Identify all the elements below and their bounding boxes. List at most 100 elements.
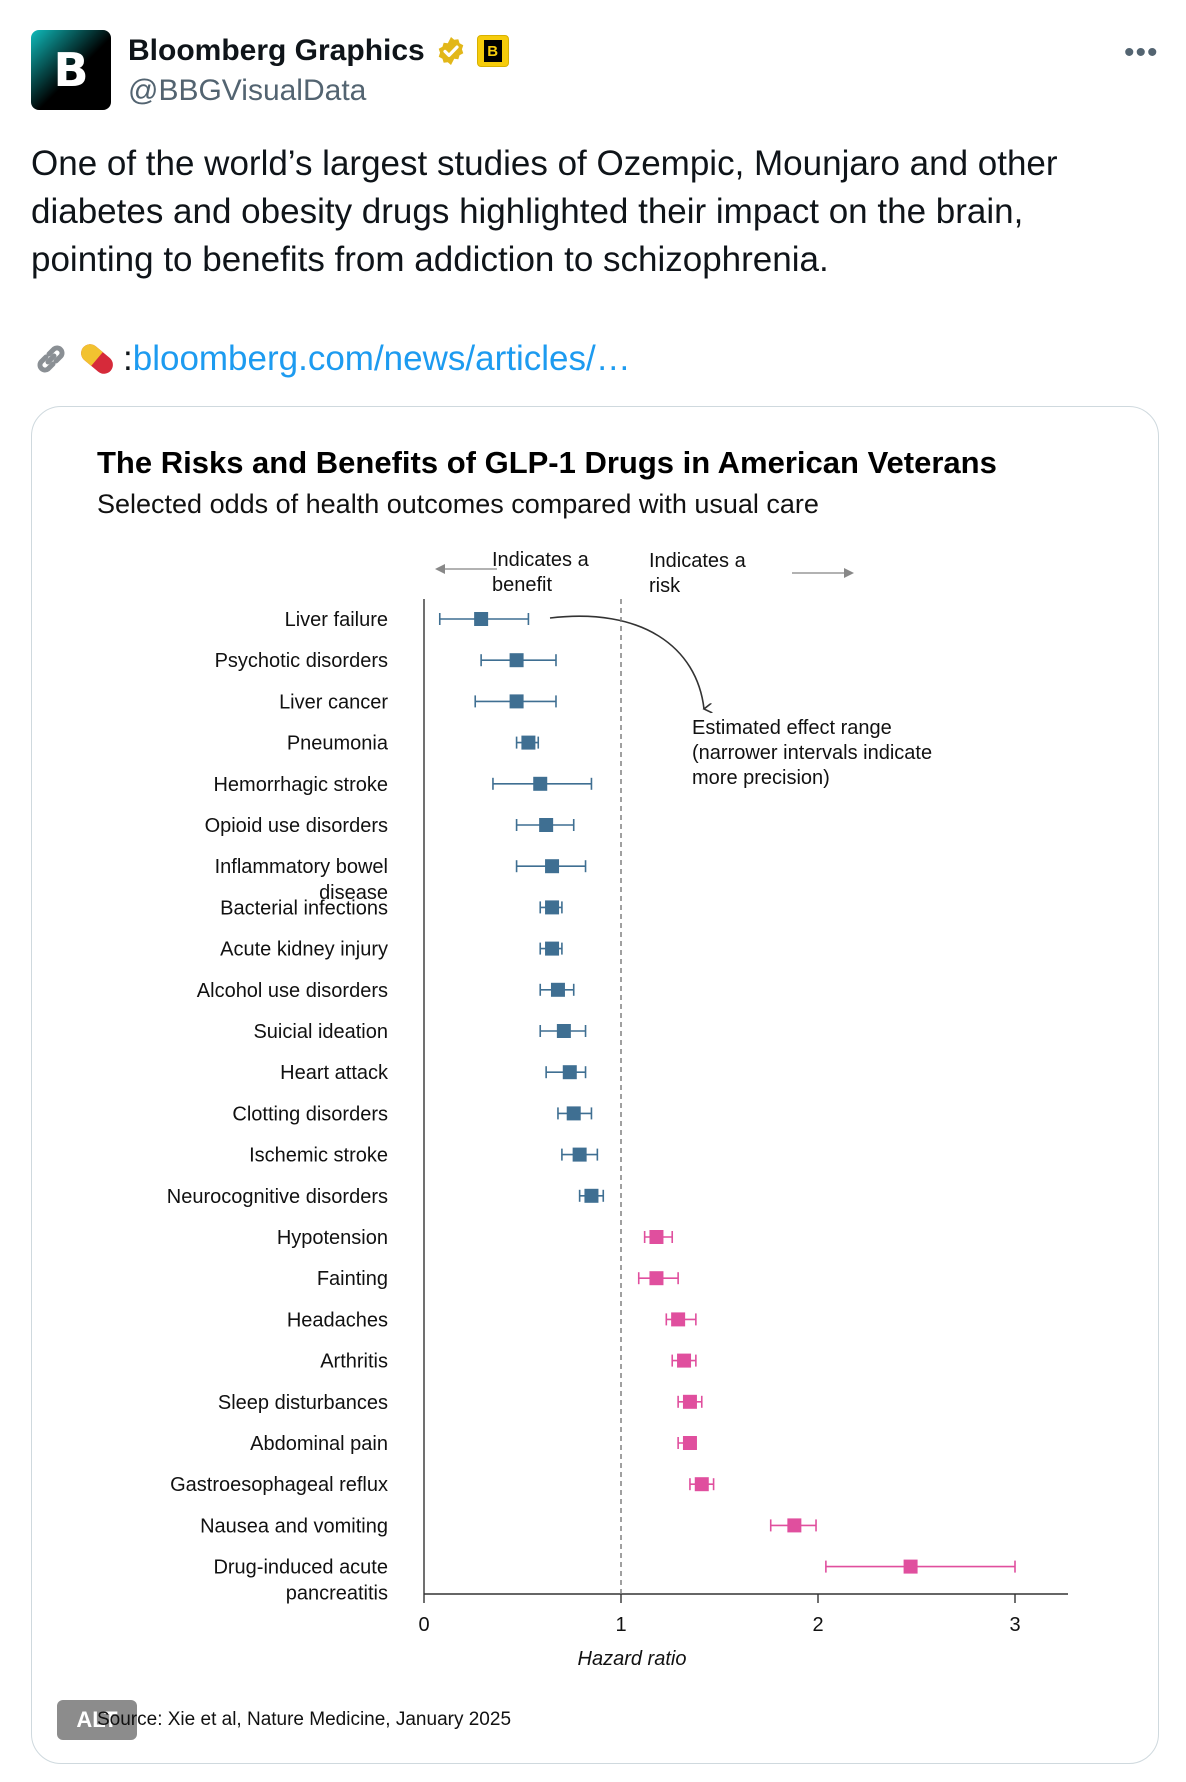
outcome-label: Alcohol use disorders	[197, 980, 388, 1002]
tweet-link-row: : bloomberg.com/news/articles/…	[31, 335, 631, 383]
x-tick-label: 2	[812, 1614, 823, 1636]
outcome-label: Opioid use disorders	[205, 815, 388, 837]
point-estimate	[649, 1271, 664, 1286]
outcome-row: Arthritis	[320, 1351, 697, 1373]
outcome-label: Hypotension	[277, 1227, 388, 1249]
article-link[interactable]: bloomberg.com/news/articles/…	[132, 339, 631, 378]
outcome-row: Fainting	[317, 1268, 679, 1290]
outcome-row: Inflammatory bowel disease	[215, 856, 587, 904]
outcome-label: Hemorrhagic stroke	[213, 774, 388, 796]
point-estimate	[509, 694, 524, 709]
point-estimate	[533, 776, 548, 791]
outcome-row: Neurocognitive disorders	[167, 1186, 605, 1208]
outcome-label: Suicial ideation	[253, 1021, 388, 1043]
point-estimate	[682, 1436, 697, 1450]
outcome-label: Liver failure	[285, 609, 388, 631]
point-estimate	[584, 1188, 599, 1203]
link-prefix: :	[123, 339, 133, 378]
benefit-label: Indicates a benefit	[492, 549, 590, 596]
affiliate-letter: B	[483, 40, 502, 62]
svg-text:benefit: benefit	[492, 574, 552, 596]
outcome-label: Ischemic stroke	[249, 1145, 388, 1167]
outcome-label: Fainting	[317, 1268, 388, 1290]
chart-card[interactable]: The Risks and Benefits of GLP-1 Drugs in…	[31, 406, 1159, 1764]
outcome-row: Liver failure	[285, 609, 530, 631]
point-estimate	[677, 1353, 692, 1368]
outcome-row: Opioid use disorders	[205, 815, 575, 837]
chart-source: Source: Xie et al, Nature Medicine, Janu…	[97, 1709, 512, 1730]
outcome-row: Nausea and vomiting	[200, 1515, 817, 1537]
outcome-label: Bacterial infections	[220, 897, 388, 919]
point-estimate	[671, 1312, 686, 1327]
avatar[interactable]: B	[31, 30, 111, 110]
pill-icon	[81, 344, 113, 374]
point-estimate	[539, 818, 554, 832]
point-estimate	[545, 941, 560, 956]
outcome-label: Sleep disturbances	[218, 1392, 388, 1414]
point-estimate	[566, 1106, 581, 1121]
outcome-row: Abdominal pain	[250, 1433, 697, 1455]
outcome-row: Hemorrhagic stroke	[213, 774, 593, 796]
outcome-label: Clotting disorders	[232, 1103, 388, 1125]
outcome-row: Liver cancer	[279, 691, 557, 713]
outcome-label: Arthritis	[320, 1351, 388, 1373]
outcome-row: Suicial ideation	[253, 1021, 587, 1043]
point-estimate	[787, 1518, 802, 1533]
point-estimate	[556, 1024, 571, 1038]
outcome-label: Headaches	[287, 1309, 388, 1331]
svg-text:Estimated effect range: Estimated effect range	[692, 717, 892, 739]
outcome-label: Nausea and vomiting	[200, 1515, 388, 1537]
outcome-row: Hypotension	[277, 1227, 674, 1249]
point-estimate	[694, 1477, 709, 1492]
point-estimate	[474, 612, 489, 626]
affiliate-badge-icon[interactable]: B	[476, 35, 509, 67]
point-estimate	[521, 735, 536, 750]
point-estimate	[545, 859, 560, 874]
point-estimate	[903, 1559, 918, 1574]
forest-plot: Indicates a benefit Indicates a risk Estim…	[167, 549, 1068, 1670]
verified-badge-icon[interactable]	[435, 35, 467, 67]
svg-text:more precision): more precision)	[692, 767, 830, 789]
outcome-label: Gastroesophageal reflux	[170, 1474, 388, 1496]
point-estimate	[649, 1230, 664, 1244]
point-estimate	[545, 900, 560, 915]
x-tick-label: 3	[1009, 1614, 1020, 1636]
outcome-label: Abdominal pain	[250, 1433, 388, 1455]
avatar-letter: B	[53, 43, 89, 97]
outcome-label: Acute kidney injury	[220, 939, 388, 961]
svg-text:risk: risk	[649, 575, 681, 597]
outcome-label: Pneumonia	[287, 733, 389, 755]
outcome-label: Psychotic disorders	[215, 650, 388, 672]
svg-text:Indicates a: Indicates a	[649, 550, 747, 572]
x-tick-label: 0	[418, 1614, 429, 1636]
tweet-text: One of the world’s largest studies of Oz…	[31, 144, 1058, 279]
outcome-row: Pneumonia	[287, 733, 540, 755]
outcome-row: Gastroesophageal reflux	[170, 1474, 715, 1496]
outcome-row: Heart attack	[280, 1062, 587, 1084]
svg-text:Indicates a: Indicates a	[492, 549, 590, 571]
point-estimate	[550, 982, 565, 997]
point-estimate	[562, 1065, 577, 1080]
x-axis-label: Hazard ratio	[578, 1648, 687, 1670]
author-handle[interactable]: @BBGVisualData	[128, 74, 367, 107]
outcome-row: Drug-induced acute pancreatitis	[213, 1557, 1016, 1605]
risk-label: Indicates a risk	[649, 550, 747, 597]
more-options-icon[interactable]: •••	[1124, 36, 1159, 69]
outcome-row: Alcohol use disorders	[197, 980, 575, 1002]
svg-text:(narrower intervals indicate: (narrower intervals indicate	[692, 742, 932, 764]
outcome-label: Neurocognitive disorders	[167, 1186, 388, 1208]
outcome-row: Sleep disturbances	[218, 1392, 703, 1414]
outcome-label: Heart attack	[280, 1062, 389, 1084]
outcome-row: Bacterial infections	[220, 897, 563, 919]
point-estimate	[509, 653, 524, 668]
outcome-row: Psychotic disorders	[215, 650, 557, 672]
display-name[interactable]: Bloomberg Graphics	[128, 34, 425, 67]
point-estimate	[572, 1147, 587, 1162]
link-icon	[37, 345, 65, 373]
outcome-label: Liver cancer	[279, 691, 388, 713]
outcome-row: Acute kidney injury	[220, 939, 563, 961]
alt-text-button[interactable]: ALT	[57, 1700, 137, 1740]
author-name-row: Bloomberg Graphics B	[128, 30, 509, 72]
outcome-label: Drug-induced acute pancreatitis	[213, 1557, 388, 1605]
outcome-label: Inflammatory bowel disease	[215, 856, 388, 904]
